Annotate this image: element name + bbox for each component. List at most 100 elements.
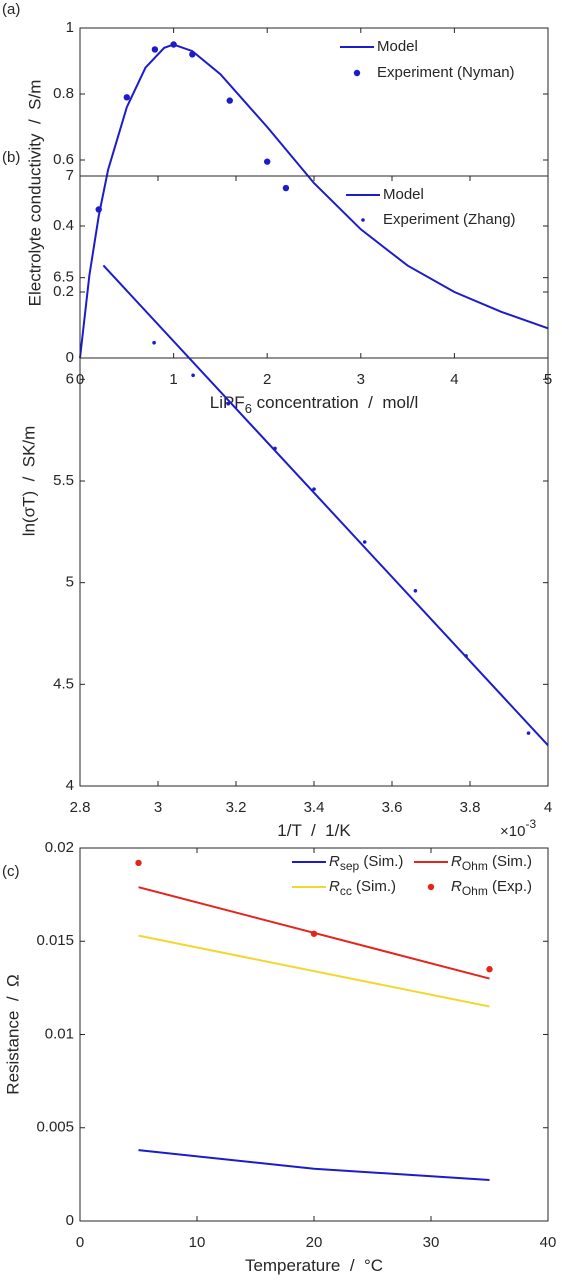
legend-name: R (329, 878, 340, 895)
legend-name-note: (Exp.) (488, 878, 532, 895)
x-axis-label: 1/T / 1/K (277, 821, 351, 840)
marker (273, 446, 277, 451)
axes-frame (79, 847, 549, 1222)
legend-label: Experiment (Zhang) (383, 211, 516, 228)
y-tick-label: 0.02 (45, 839, 74, 856)
x-multiplier: ×10-3 (500, 817, 536, 840)
x-tick-label: 3 (154, 799, 162, 816)
y-axis-label: ln(σT) / SK/m (19, 426, 38, 537)
marker (312, 487, 316, 491)
legend-name-note: (Sim.) (359, 853, 403, 870)
y-tick-label: 0.8 (53, 85, 74, 102)
axes-frame (79, 175, 549, 787)
line (102, 264, 549, 747)
legend-name-note: (Sim.) (352, 878, 396, 895)
legend-label: Rcc (Sim.) (329, 878, 396, 898)
y-tick-label: 7 (66, 167, 74, 184)
marker (152, 340, 156, 345)
y-tick-label: 0.6 (53, 151, 74, 168)
legend-name: R (329, 853, 340, 870)
x-tick-label: 3 (357, 371, 365, 388)
marker (170, 41, 177, 48)
line (138, 1149, 490, 1181)
legend-label: Model (383, 186, 424, 203)
x-tick-label: 10 (189, 1234, 206, 1251)
x-tick-label: 0 (76, 1234, 84, 1251)
x-axis-label: LiPF6 concentration / mol/l (210, 393, 419, 416)
y-tick-label: 4 (66, 777, 74, 794)
x-tick-label: 3.2 (226, 799, 247, 816)
marker (226, 97, 233, 104)
y-tick-label: 5 (66, 574, 74, 591)
legend-name: R (451, 853, 462, 870)
x-tick-label: 1 (169, 371, 177, 388)
y-tick-label: 0 (66, 349, 74, 366)
y-tick-label: 0.015 (36, 932, 74, 949)
marker (413, 589, 418, 593)
legend-marker (361, 218, 365, 222)
legend-label: Experiment (Nyman) (377, 64, 515, 81)
y-tick-label: 0.005 (36, 1119, 74, 1136)
panel-label: (c) (2, 863, 20, 880)
x-tick-label: 2.8 (70, 799, 91, 816)
marker (191, 373, 195, 378)
y-tick-label: 4.5 (53, 675, 74, 692)
marker (123, 94, 130, 101)
legend-name-sub: cc (340, 884, 352, 898)
marker (135, 859, 142, 867)
x-tick-label: 40 (540, 1234, 557, 1251)
x-axis-label-text: Temperature / °C (245, 1256, 383, 1275)
x-tick-label: 3.4 (304, 799, 325, 816)
marker (464, 654, 468, 658)
legend-label: ROhm (Sim.) (451, 853, 532, 873)
legend-name: Model (383, 186, 424, 203)
x-tick-label: 3.8 (460, 799, 481, 816)
x-tick-label: 4 (544, 799, 552, 816)
panel-label: (b) (2, 149, 20, 166)
legend-label: ROhm (Exp.) (451, 878, 532, 898)
x-tick-label: 20 (306, 1234, 323, 1251)
marker (226, 401, 230, 406)
legend-label: Model (377, 38, 418, 55)
legend-marker (427, 883, 435, 891)
marker (362, 540, 367, 544)
y-tick-label: 0 (66, 1212, 74, 1229)
y-axis-label: Electrolyte conductivity / S/m (25, 80, 44, 307)
legend-name: Model (377, 38, 418, 55)
legend-name-sub: Ohm (462, 859, 488, 873)
legend-marker (353, 69, 361, 77)
legend-name-sub: sep (340, 859, 360, 873)
x-axis-label-sub: 6 (245, 401, 252, 416)
x-tick-label: 2 (263, 371, 271, 388)
marker (282, 184, 290, 192)
legend-name: Experiment (Zhang) (383, 211, 516, 228)
x-tick-label: 30 (423, 1234, 440, 1251)
line (138, 934, 490, 1008)
y-tick-label: 6 (66, 370, 74, 387)
legend-name: Experiment (Nyman) (377, 64, 515, 81)
y-tick-label: 0.01 (45, 1025, 74, 1042)
x-axis-label-rest: concentration / mol/l (252, 393, 418, 412)
y-tick-label: 0.4 (53, 217, 74, 234)
line (79, 43, 549, 359)
marker (310, 930, 318, 937)
y-tick-label: 6.5 (53, 269, 74, 286)
y-tick-label: 5.5 (53, 472, 74, 489)
x-multiplier-base: ×10 (500, 823, 525, 840)
x-axis-label-text: 1/T / 1/K (277, 821, 351, 840)
y-tick-label: 0.2 (53, 283, 74, 300)
legend-name-note: (Sim.) (488, 853, 532, 870)
marker (151, 46, 159, 53)
x-axis-label: Temperature / °C (245, 1256, 383, 1275)
marker (95, 206, 102, 213)
marker (526, 731, 531, 735)
panel-label: (a) (2, 1, 20, 18)
x-tick-label: 4 (450, 371, 458, 388)
x-tick-label: 3.6 (382, 799, 403, 816)
y-axis-label: Resistance / Ω (3, 974, 22, 1094)
y-tick-label: 1 (66, 19, 74, 36)
marker (486, 966, 493, 973)
legend-name-sub: Ohm (462, 884, 488, 898)
marker (264, 158, 271, 165)
